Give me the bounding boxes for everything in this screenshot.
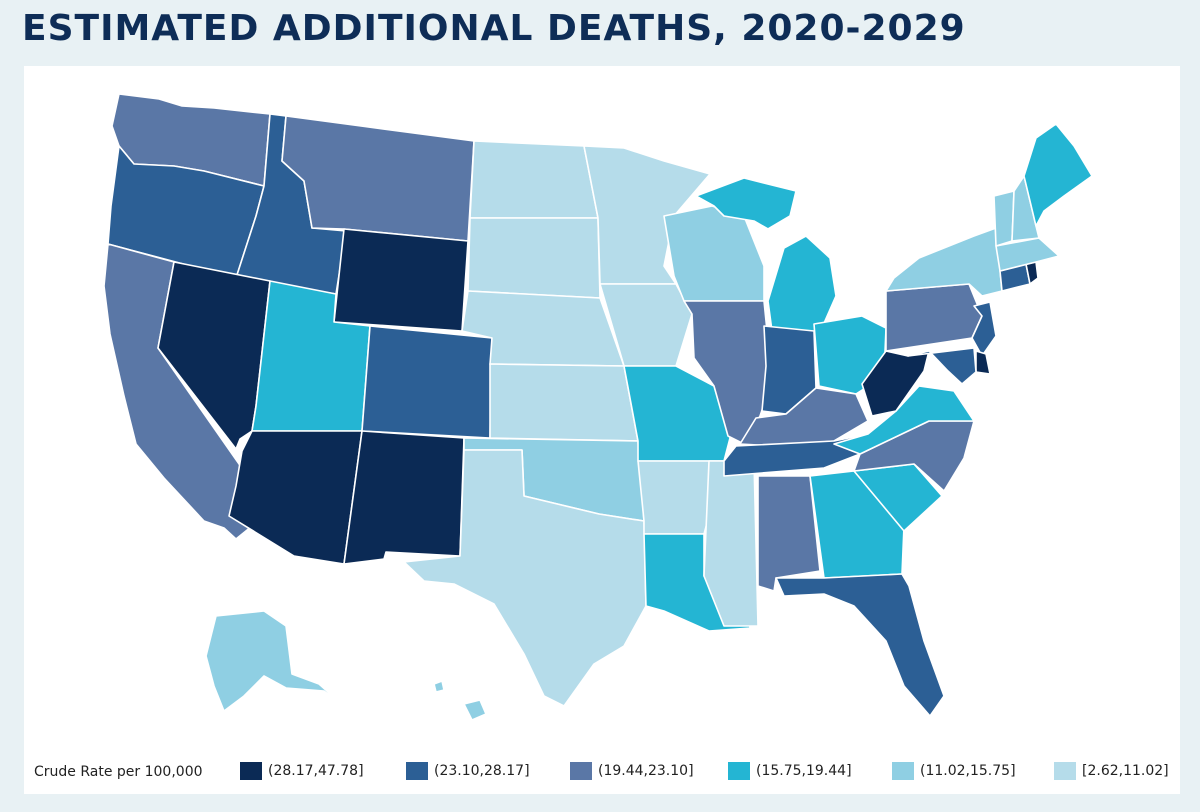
legend-swatch: [1054, 762, 1076, 780]
legend-swatch: [406, 762, 428, 780]
state-montana[interactable]: [281, 115, 475, 242]
state-colorado[interactable]: [361, 325, 493, 439]
state-maine[interactable]: [1023, 123, 1093, 227]
state-north-dakota[interactable]: [469, 140, 599, 219]
legend-swatch: [892, 762, 914, 780]
state-new-hampshire[interactable]: [1011, 175, 1040, 242]
state-michigan[interactable]: [695, 177, 797, 230]
state-michigan-lower[interactable]: [767, 235, 837, 347]
legend-label: (19.44,23.10]: [598, 763, 694, 779]
state-wyoming[interactable]: [333, 228, 469, 332]
map-panel: Crude Rate per 100,000 (28.17,47.78] (23…: [24, 66, 1180, 794]
state-alaska[interactable]: [205, 610, 345, 712]
legend-title: Crude Rate per 100,000: [34, 764, 203, 780]
state-maryland[interactable]: [907, 347, 977, 385]
page-title: ESTIMATED ADDITIONAL DEATHS, 2020-2029: [22, 8, 966, 49]
legend-item: (19.44,23.10]: [570, 762, 694, 780]
state-iowa[interactable]: [599, 283, 693, 367]
state-vermont[interactable]: [993, 190, 1015, 247]
state-kansas[interactable]: [489, 363, 639, 442]
state-texas[interactable]: [403, 449, 647, 707]
state-georgia[interactable]: [809, 470, 905, 579]
legend-label: (15.75,19.44]: [756, 763, 852, 779]
legend-label: (28.17,47.78]: [268, 763, 364, 779]
state-new-mexico[interactable]: [343, 430, 465, 565]
legend: Crude Rate per 100,000 (28.17,47.78] (23…: [34, 762, 1174, 786]
legend-swatch: [728, 762, 750, 780]
state-california[interactable]: [103, 243, 268, 540]
us-choropleth-map: [103, 93, 1093, 721]
state-pennsylvania[interactable]: [885, 283, 983, 352]
state-hawaii-islands[interactable]: [433, 680, 445, 693]
legend-label: (23.10,28.17]: [434, 763, 530, 779]
legend-item: (28.17,47.78]: [240, 762, 364, 780]
legend-item: (23.10,28.17]: [406, 762, 530, 780]
state-south-dakota[interactable]: [467, 217, 601, 299]
legend-swatch: [570, 762, 592, 780]
legend-label: (11.02,15.75]: [920, 763, 1016, 779]
state-west-virginia[interactable]: [861, 350, 930, 417]
state-arizona[interactable]: [228, 430, 363, 565]
legend-item: (11.02,15.75]: [892, 762, 1016, 780]
state-hawaii[interactable]: [463, 699, 487, 721]
state-florida[interactable]: [775, 573, 945, 717]
state-delaware[interactable]: [975, 350, 991, 375]
state-new-york[interactable]: [885, 227, 1003, 297]
legend-item: [2.62,11.02]: [1054, 762, 1169, 780]
legend-label: [2.62,11.02]: [1082, 763, 1169, 779]
legend-item: (15.75,19.44]: [728, 762, 852, 780]
state-virginia[interactable]: [833, 385, 975, 455]
state-alabama[interactable]: [757, 475, 821, 592]
legend-swatch: [240, 762, 262, 780]
state-missouri[interactable]: [623, 365, 731, 462]
